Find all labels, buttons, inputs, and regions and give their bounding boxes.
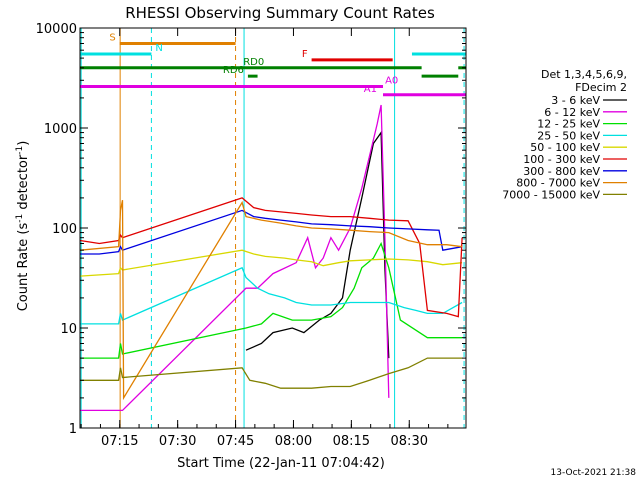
state-label-a1: A1 — [364, 84, 377, 95]
series-line-4 — [80, 266, 463, 325]
x-tick-label: 07:15 — [101, 434, 138, 449]
series-line-6 — [79, 197, 463, 318]
legend-label-3: 12 - 25 keV — [537, 118, 600, 131]
legend-label-8: 800 - 7000 keV — [516, 177, 600, 190]
y-tick-label: 1 — [69, 422, 77, 437]
series-line-9 — [80, 357, 463, 389]
state-label-n: N — [155, 43, 162, 54]
x-tick-label: 08:00 — [275, 434, 312, 449]
y-tick-label: 100 — [52, 222, 77, 237]
series-line-5 — [79, 249, 463, 277]
series-line-3 — [80, 241, 463, 359]
chart-title: RHESSI Observing Summary Count Rates — [125, 4, 435, 22]
x-axis-label: Start Time (22-Jan-11 07:04:42) — [177, 456, 385, 471]
series-line-8 — [79, 199, 463, 401]
generation-timestamp: 13-Oct-2021 21:38 — [551, 468, 637, 478]
legend-label-7: 300 - 800 keV — [523, 165, 600, 178]
y-tick-label: 10 — [60, 322, 77, 337]
state-label-a0: A0 — [385, 76, 398, 87]
legend-label-5: 50 - 100 keV — [530, 141, 600, 154]
series-line-2 — [80, 104, 390, 412]
x-tick-label: 07:45 — [217, 434, 254, 449]
x-tick-label: 08:30 — [391, 434, 428, 449]
series-line-7 — [80, 209, 463, 255]
legend-header-detectors: Det 1,3,4,5,6,9, — [541, 68, 627, 81]
y-axis-label: Count Rate (s-1 detector-1) — [15, 141, 31, 312]
y-tick-label: 10000 — [36, 22, 77, 37]
x-tick-label: 07:30 — [159, 434, 196, 449]
legend-label-4: 25 - 50 keV — [537, 129, 600, 142]
legend-label-6: 100 - 300 keV — [523, 153, 600, 166]
state-label-s: S — [109, 32, 115, 43]
state-label-rd0: RD0 — [243, 57, 264, 68]
series-line-1 — [245, 130, 390, 359]
legend-header-decim: FDecim 2 — [575, 81, 627, 94]
state-label-f: F — [302, 49, 308, 60]
y-tick-label: 1000 — [44, 122, 77, 137]
x-tick-label: 08:15 — [333, 434, 370, 449]
state-label-rd6: RD6 — [223, 65, 244, 76]
legend-label-2: 6 - 12 keV — [544, 106, 600, 119]
legend-label-1: 3 - 6 keV — [551, 94, 600, 107]
legend-label-9: 7000 - 15000 keV — [502, 188, 600, 201]
